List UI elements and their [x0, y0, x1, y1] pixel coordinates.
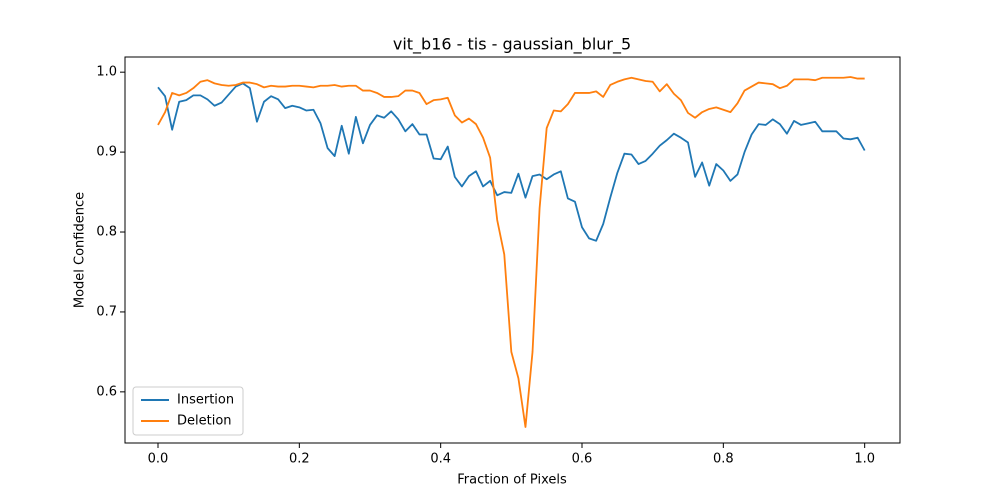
- y-tick-label: 0.8: [96, 225, 117, 240]
- y-tick-label: 0.7: [96, 304, 117, 319]
- x-tick-label: 0.4: [430, 452, 451, 467]
- y-axis-label: Model Confidence: [73, 192, 88, 308]
- x-tick-label: 1.0: [854, 452, 875, 467]
- legend-label: Insertion: [177, 393, 234, 408]
- x-axis-label: Fraction of Pixels: [457, 473, 567, 488]
- line-series: [157, 76, 865, 428]
- legend-label: Deletion: [177, 414, 232, 429]
- y-tick-label: 0.9: [96, 145, 117, 160]
- chart-title: vit_b16 - tis - gaussian_blur_5: [393, 35, 631, 55]
- line-series: [157, 82, 866, 242]
- x-tick-label: 0.0: [148, 452, 169, 467]
- y-tick-label: 0.6: [96, 384, 117, 399]
- x-tick-label: 0.8: [713, 452, 734, 467]
- x-tick-label: 0.2: [289, 452, 310, 467]
- x-tick-label: 0.6: [572, 452, 593, 467]
- plot-frame: [124, 56, 901, 444]
- y-tick-label: 1.0: [96, 65, 117, 80]
